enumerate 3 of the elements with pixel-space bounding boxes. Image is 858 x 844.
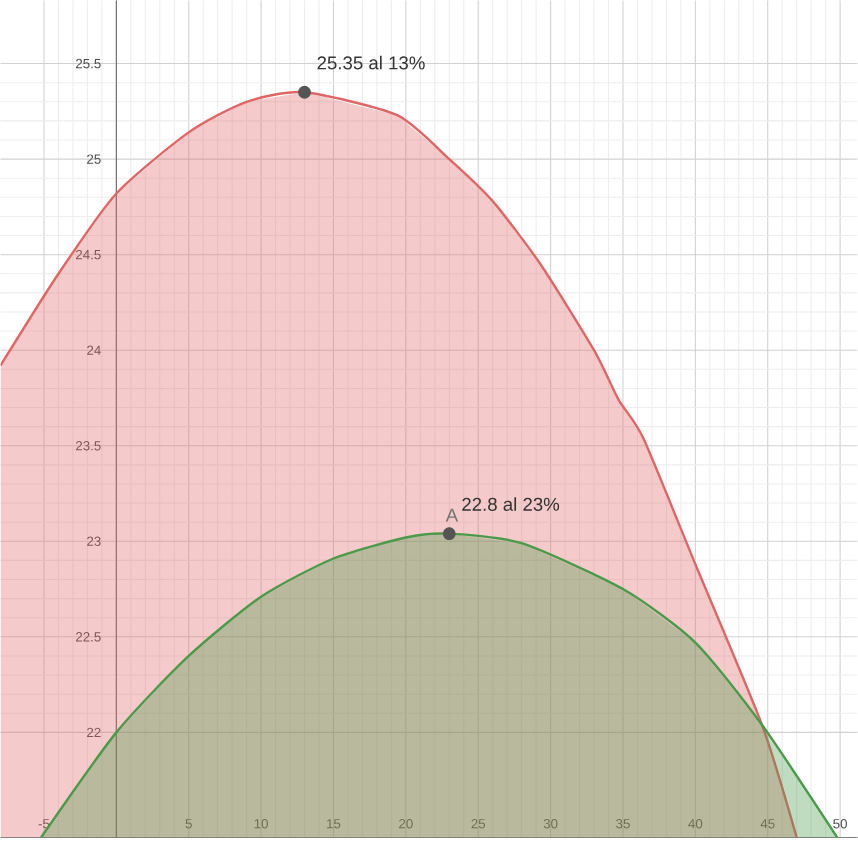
annotation: 25.35 al 13% bbox=[317, 56, 425, 70]
annotation: A bbox=[445, 509, 459, 522]
annotation: 22.8 al 23% bbox=[462, 497, 560, 512]
